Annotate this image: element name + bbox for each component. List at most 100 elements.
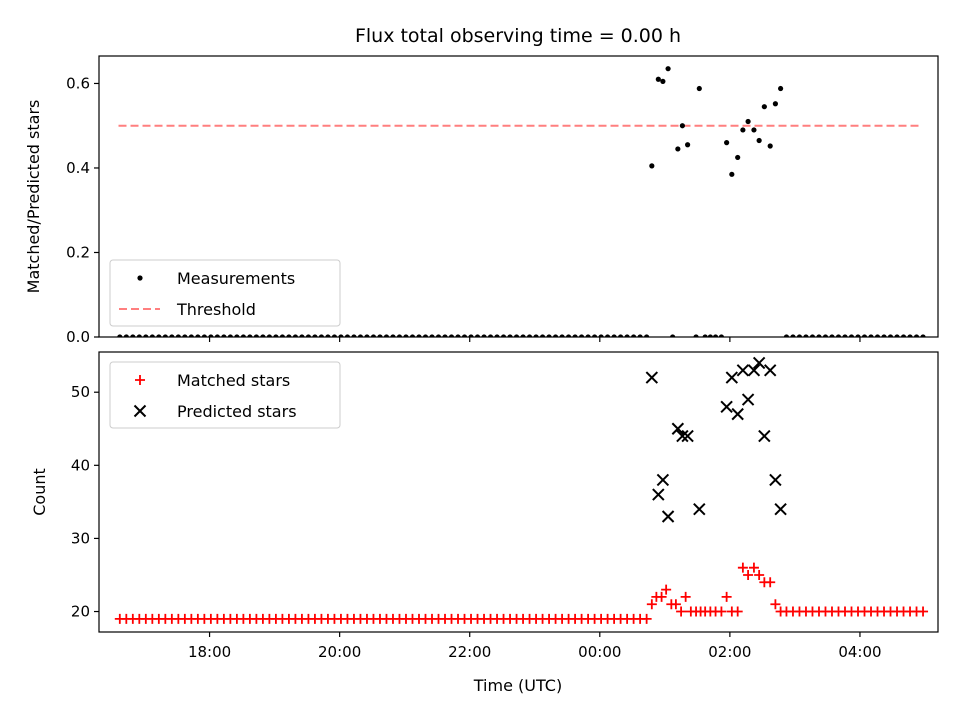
measurement-point: [761, 104, 767, 110]
predicted-stars-point: [758, 429, 771, 443]
measurement-point: [351, 334, 357, 337]
matched-stars-point: [646, 599, 657, 610]
axes-frame: [98, 55, 939, 338]
measurement-point: [900, 334, 907, 337]
measurement-point: [188, 334, 194, 337]
measurement-point: [292, 334, 299, 337]
plot-area: [117, 66, 926, 337]
predicted-stars-point: [693, 502, 706, 516]
measurement-point: [422, 334, 429, 337]
legend-label: Measurements: [177, 269, 295, 288]
predicted-stars-point: [645, 371, 659, 384]
legend-label: Predicted stars: [177, 402, 297, 421]
matched-stars-point: [680, 591, 691, 602]
measurement-point: [487, 334, 494, 337]
predicted-stars-point: [747, 364, 761, 377]
measurement-point: [578, 334, 585, 337]
matched-stars-point: [656, 591, 667, 602]
matched-stars-point: [754, 569, 765, 580]
measurement-point: [143, 334, 149, 337]
measurement-point: [390, 334, 396, 337]
measurement-point: [201, 334, 207, 337]
measurement-point: [702, 334, 708, 337]
measurement-point: [156, 334, 162, 337]
measurement-point: [868, 334, 874, 337]
y-axis-label: Count: [30, 468, 49, 516]
legend-box: [109, 361, 341, 429]
measurement-point: [729, 171, 735, 177]
legend: Measurements Threshold: [109, 259, 341, 327]
y-tick-label: 0.2: [66, 243, 90, 261]
measurement-point: [169, 334, 175, 337]
matched-stars-point: [676, 606, 687, 617]
chart-title: Flux total observing time = 0.00 h: [355, 25, 681, 47]
measurement-point: [435, 334, 442, 337]
matched-stars-point: [918, 606, 929, 617]
measurement-point: [318, 334, 325, 337]
measurement-point: [894, 334, 900, 337]
measurement-point: [637, 334, 643, 337]
measurement-point: [240, 334, 246, 337]
measurement-point: [149, 334, 155, 337]
measurement-point: [631, 334, 637, 337]
measurement-point: [783, 334, 790, 337]
x-tick-label: 18:00: [188, 643, 231, 661]
predicted-stars-point: [652, 488, 665, 501]
measurement-point: [396, 334, 403, 337]
measurement-point: [790, 334, 796, 337]
measurement-point: [913, 334, 920, 337]
y-axis-label: Matched/Predicted stars: [24, 100, 43, 294]
y-tick-label: 50: [71, 383, 90, 401]
measurement-point: [772, 101, 779, 107]
y-tick-label: 40: [71, 456, 90, 474]
measurement-point: [325, 334, 331, 337]
measurement-point: [507, 334, 513, 337]
measurement-point: [448, 334, 455, 337]
matched-stars-point: [661, 584, 672, 595]
x-tick-label: 02:00: [708, 643, 751, 661]
measurement-point: [848, 334, 855, 337]
plot-area: [114, 356, 929, 624]
measurement-point: [500, 334, 507, 337]
measurement-point: [442, 334, 448, 337]
x-tick-label: 04:00: [838, 643, 881, 661]
predicted-stars-point: [763, 364, 777, 377]
measurement-point: [312, 334, 318, 337]
predicted-stars-point: [736, 364, 750, 377]
x-tick-label: 00:00: [578, 643, 621, 661]
measurement-point: [247, 334, 253, 337]
measurement-point: [670, 334, 676, 337]
measurement-point: [455, 334, 461, 337]
predicted-stars-point: [681, 429, 694, 443]
measurement-point: [214, 334, 220, 337]
measurement-point: [740, 127, 746, 133]
matched-stars-point: [743, 569, 754, 580]
measurement-point: [696, 85, 702, 92]
matched-stars-point: [737, 562, 748, 573]
y-tick-label: 0.4: [66, 159, 90, 177]
measurement-point: [767, 143, 773, 149]
measurement-point: [712, 334, 719, 337]
predicted-stars-point: [752, 356, 766, 370]
legend: Matched stars Predicted stars: [109, 361, 341, 429]
matched-stars-point: [770, 599, 781, 610]
measurement-point: [842, 334, 848, 337]
measurement-point: [533, 334, 539, 337]
matched-stars-point: [765, 577, 776, 588]
measurement-point: [685, 142, 691, 148]
top-panel: 0.0 0.2 0.4 0.6 Matched/Predicted stars Measu…: [24, 55, 939, 346]
measurement-point: [816, 334, 822, 337]
measurement-point: [822, 334, 829, 337]
measurement-point: [286, 334, 292, 337]
measurement-point: [707, 334, 713, 337]
measurement-point: [546, 334, 552, 337]
measurement-point: [665, 66, 671, 72]
y-tick-label: 0.0: [66, 328, 90, 346]
measurement-point: [559, 334, 565, 337]
measurement-point: [751, 127, 757, 133]
measurement-point: [735, 154, 741, 161]
measurement-point: [861, 334, 868, 337]
measurement-point: [803, 334, 809, 337]
measurement-point: [130, 334, 136, 337]
measurement-point: [618, 334, 624, 337]
